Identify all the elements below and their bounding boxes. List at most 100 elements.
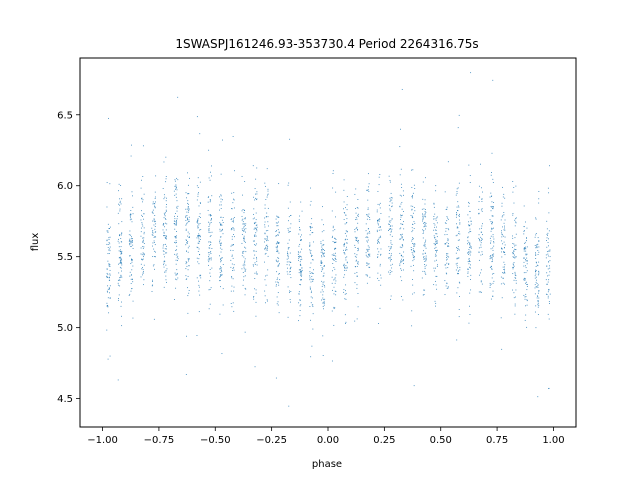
data-point [411, 239, 413, 240]
data-point [277, 234, 279, 236]
data-point [185, 244, 187, 246]
data-point [121, 276, 123, 278]
data-point [142, 270, 144, 272]
data-point [175, 250, 177, 252]
data-point [343, 276, 345, 278]
data-point [200, 277, 202, 279]
data-point [525, 246, 527, 248]
data-point [200, 202, 201, 204]
data-point [129, 271, 131, 273]
data-point [230, 266, 232, 268]
data-point [343, 264, 345, 266]
data-point [482, 191, 483, 193]
data-point [467, 252, 469, 254]
data-point [492, 208, 494, 209]
data-point [320, 251, 322, 253]
data-point [536, 244, 538, 246]
data-point [412, 212, 414, 214]
data-point [243, 225, 245, 227]
data-point [537, 314, 539, 316]
data-point [162, 245, 164, 247]
data-point [175, 242, 177, 244]
data-point [143, 193, 145, 195]
data-point [526, 300, 528, 302]
data-point [208, 149, 210, 151]
data-point [503, 214, 505, 216]
data-point [310, 254, 312, 256]
data-point [322, 306, 324, 307]
data-point [210, 251, 212, 252]
data-point [444, 222, 446, 224]
data-point [546, 237, 548, 239]
data-point [514, 225, 516, 227]
data-point [322, 299, 324, 300]
data-point [356, 265, 358, 267]
data-point [267, 269, 269, 271]
data-point [334, 248, 336, 250]
data-point [523, 233, 525, 235]
data-point [333, 253, 335, 255]
data-point [514, 256, 516, 258]
data-point [175, 221, 177, 223]
data-point [377, 221, 379, 223]
data-point [478, 274, 480, 276]
data-point [311, 278, 313, 280]
data-point [165, 178, 167, 180]
x-axis-label: phase [312, 459, 342, 470]
data-point [310, 281, 312, 283]
data-point [492, 236, 494, 238]
data-point [380, 229, 382, 231]
data-point [163, 260, 165, 262]
data-point [468, 201, 469, 203]
data-point [163, 231, 165, 233]
data-point [444, 243, 446, 245]
data-point [400, 216, 402, 218]
data-point [211, 218, 212, 219]
data-point [164, 214, 166, 216]
data-point [309, 242, 311, 244]
data-point [142, 199, 144, 201]
data-point [142, 245, 144, 247]
data-point [163, 235, 165, 236]
data-point [367, 237, 369, 239]
data-point [232, 267, 234, 269]
data-point [209, 303, 211, 305]
data-point [166, 268, 168, 270]
data-point [243, 227, 245, 229]
data-point [388, 223, 389, 225]
data-point [436, 288, 438, 290]
data-point [435, 246, 437, 248]
data-point [399, 205, 401, 207]
data-point [378, 219, 380, 221]
data-point [534, 245, 536, 246]
data-point [199, 241, 201, 243]
data-point [493, 245, 495, 247]
data-point [196, 221, 198, 223]
data-point [401, 236, 403, 238]
data-point [208, 231, 210, 233]
data-point [265, 216, 267, 218]
data-point [491, 267, 493, 269]
data-point [345, 214, 347, 216]
data-point [491, 201, 493, 203]
data-point [458, 231, 460, 233]
data-point [412, 279, 413, 280]
data-point [355, 238, 357, 240]
data-point [365, 230, 367, 232]
data-point [252, 165, 254, 167]
data-point [118, 263, 119, 265]
data-point [376, 209, 378, 211]
data-point [119, 204, 120, 206]
data-point [525, 282, 526, 284]
data-point [177, 255, 179, 257]
data-point [367, 199, 369, 201]
data-point [401, 208, 403, 210]
data-point [221, 271, 223, 273]
data-point [346, 242, 348, 244]
data-point [140, 247, 142, 249]
data-point [535, 258, 537, 259]
data-point [120, 305, 122, 307]
data-point [411, 196, 413, 198]
data-point [300, 263, 302, 265]
data-point [209, 241, 211, 243]
